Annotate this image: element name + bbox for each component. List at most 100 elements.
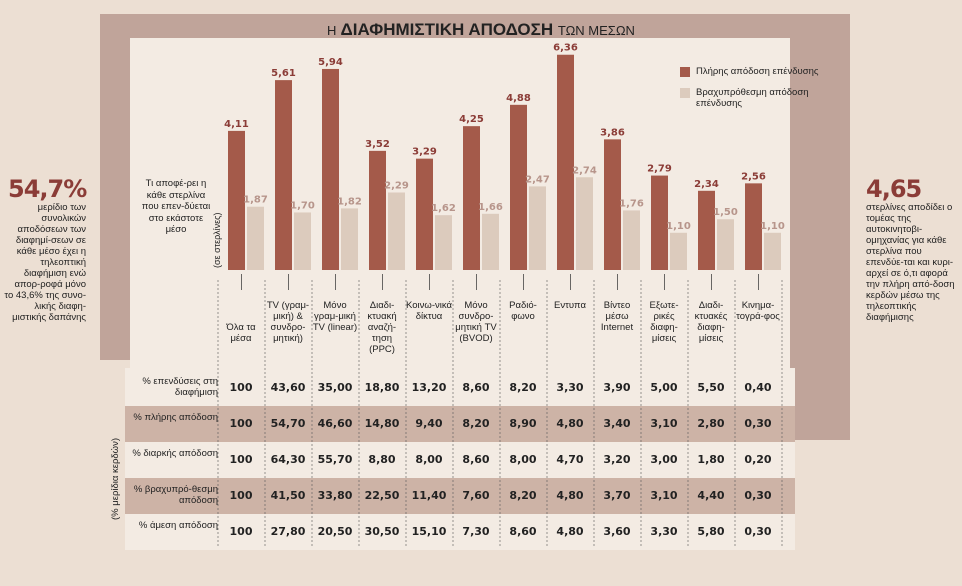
bar-short-return: [341, 208, 358, 270]
table-cell: 41,50: [270, 489, 306, 502]
table-cell: 4,80: [556, 417, 584, 430]
left-note-value: 54,7%: [8, 175, 87, 203]
table-row-label: % άμεση απόδοση: [138, 520, 218, 531]
legend: Πλήρης απόδοση επένδυσης Βραχυπρόθεσμη α…: [680, 66, 820, 119]
legend-label-full: Πλήρης απόδοση επένδυσης: [696, 66, 819, 77]
bar-value-label: 6,36: [553, 43, 578, 54]
table-cell: 54,70: [270, 417, 306, 430]
bar-value-label: 2,56: [741, 171, 766, 182]
table-cell: 22,50: [364, 489, 400, 502]
table-cell: 3,20: [603, 453, 631, 466]
table-cell: 43,60: [270, 381, 306, 394]
table-cell: 8,60: [462, 381, 490, 394]
table-cell: 2,80: [697, 417, 725, 430]
category-label: Διαδι-κτυακές διαφη-μίσεις: [694, 300, 728, 344]
bar-short-return: [294, 212, 311, 270]
table-cell: 4,70: [556, 453, 584, 466]
table-cell: 8,60: [509, 525, 537, 538]
table-cell: 100: [229, 417, 253, 430]
table-row-label: % επενδύσεις στη διαφήμιση: [142, 376, 218, 398]
category-label: Εντυπα: [554, 300, 586, 311]
table-cell: 100: [229, 453, 253, 466]
left-note: 54,7% μερίδιο των συνολικών αποδόσεων τω…: [4, 175, 87, 323]
table-cell: 8,80: [368, 453, 396, 466]
bar-value-label: 2,29: [384, 180, 409, 191]
bar-value-label: 1,62: [431, 203, 456, 214]
bar-value-label: 1,10: [760, 221, 785, 232]
table-cell: 5,50: [697, 381, 725, 394]
table-row-label: % πλήρης απόδοση: [133, 412, 218, 423]
bar-short-return: [435, 215, 452, 270]
category-label: TV (γραμ-μική) & συνδρο-μητική): [266, 300, 310, 344]
table-unit-label: (% μερίδια κερδών): [110, 437, 121, 520]
bar-value-label: 1,66: [478, 202, 503, 213]
bar-value-label: 5,61: [271, 68, 296, 79]
bar-full-return: [651, 175, 668, 270]
bar-value-label: 4,11: [224, 119, 249, 130]
bar-value-label: 1,50: [713, 207, 738, 218]
table-cell: 3,30: [556, 381, 584, 394]
bar-value-label: 2,34: [694, 179, 719, 190]
table-cell: 100: [229, 381, 253, 394]
category-label: Όλα τα μέσα: [226, 322, 256, 344]
table-cell: 8,20: [509, 489, 537, 502]
table-cell: 3,10: [650, 489, 678, 502]
bar-full-return: [369, 150, 386, 270]
table-cell: 8,90: [509, 417, 537, 430]
table-cell: 8,00: [415, 453, 443, 466]
table-cell: 64,30: [270, 453, 306, 466]
table-cell: 55,70: [317, 453, 353, 466]
bar-full-return: [322, 68, 339, 270]
table-cell: 3,10: [650, 417, 678, 430]
bar-full-return: [228, 130, 245, 270]
bar-value-label: 3,29: [412, 147, 437, 158]
table-row-stripe: [125, 478, 795, 514]
bar-short-return: [764, 232, 781, 270]
table-cell: 4,80: [556, 489, 584, 502]
table-cell: 9,40: [415, 417, 443, 430]
right-note-text: στερλίνες αποδίδει ο τομέας της αυτοκινη…: [866, 202, 955, 323]
bar-value-label: 2,74: [572, 165, 597, 176]
table-cell: 8,20: [509, 381, 537, 394]
table-cell: 20,50: [317, 525, 353, 538]
bar-full-return: [510, 104, 527, 270]
table-cell: 1,80: [697, 453, 725, 466]
table-cell: 18,80: [364, 381, 400, 394]
category-label: Βίντεο μέσω Internet: [600, 300, 634, 333]
bar-short-return: [623, 210, 640, 270]
title-main: ΔΙΑΦΗΜΙΣΤΙΚΗ ΑΠΟΔΟΣΗ: [340, 20, 554, 39]
table-cell: 13,20: [411, 381, 447, 394]
table-cell: 3,00: [650, 453, 678, 466]
table-cell: 33,80: [317, 489, 353, 502]
table-cell: 4,40: [697, 489, 725, 502]
table-cell: 14,80: [364, 417, 400, 430]
bar-value-label: 2,47: [525, 174, 550, 185]
bar-full-return: [463, 126, 480, 271]
legend-item-full: Πλήρης απόδοση επένδυσης: [680, 66, 820, 77]
legend-swatch-full: [680, 67, 690, 77]
chart-title: Η ΔΙΑΦΗΜΙΣΤΙΚΗ ΑΠΟΔΟΣΗ ΤΩΝ ΜΕΣΩΝ: [0, 20, 962, 40]
table-cell: 100: [229, 489, 253, 502]
question-unit: (σε στερλίνες): [212, 212, 222, 268]
bar-value-label: 1,10: [666, 221, 691, 232]
table-cell: 7,30: [462, 525, 490, 538]
bar-value-label: 3,52: [365, 139, 390, 150]
bar-value-label: 2,79: [647, 164, 672, 175]
bar-short-return: [670, 232, 687, 270]
table-cell: 4,80: [556, 525, 584, 538]
bar-full-return: [275, 80, 292, 270]
table-cell: 0,40: [744, 381, 772, 394]
legend-swatch-short: [680, 88, 690, 98]
title-prefix: Η: [327, 23, 337, 38]
table-cell: 15,10: [411, 525, 447, 538]
table-cell: 27,80: [270, 525, 306, 538]
table-panel: [125, 368, 795, 550]
table-cell: 8,60: [462, 453, 490, 466]
table-cell: 3,30: [650, 525, 678, 538]
table-cell: 3,60: [603, 525, 631, 538]
table-cell: 3,70: [603, 489, 631, 502]
table-cell: 8,20: [462, 417, 490, 430]
bar-full-return: [604, 139, 621, 270]
table-cell: 8,00: [509, 453, 537, 466]
table-cell: 100: [229, 525, 253, 538]
